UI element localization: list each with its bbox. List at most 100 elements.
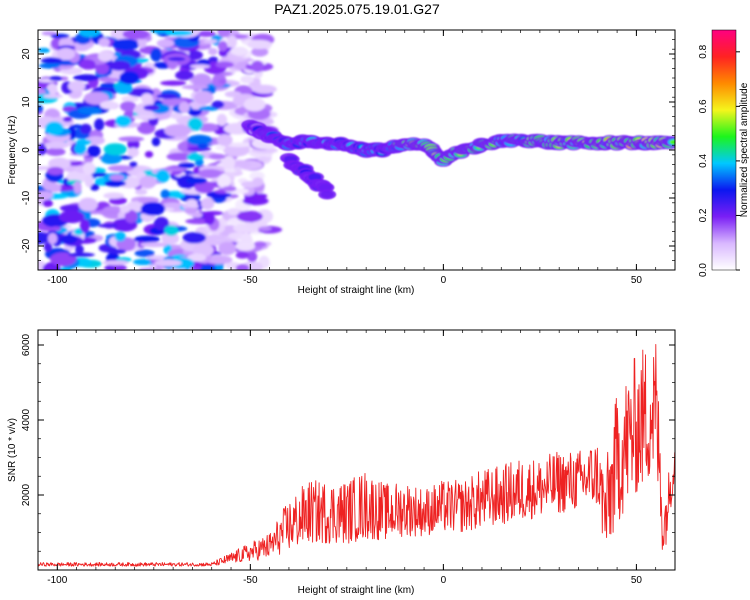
colorbar-tick-label: 0.8 — [698, 44, 709, 58]
noise-blob — [38, 190, 54, 200]
noise-blob — [100, 82, 118, 89]
noise-blob — [134, 249, 155, 257]
spectrogram-ridge-layer — [241, 119, 675, 200]
noise-blob — [194, 90, 214, 105]
noise-blob — [208, 48, 218, 56]
noise-blob — [79, 59, 96, 70]
snr-y-tick-label: 4000 — [21, 408, 32, 431]
noise-blob — [127, 147, 139, 158]
noise-blob — [74, 244, 84, 254]
noise-blob — [222, 155, 236, 170]
noise-blob — [164, 190, 185, 199]
noise-blob — [252, 177, 264, 187]
noise-blob — [103, 143, 128, 156]
noise-blob — [47, 166, 64, 176]
noise-blob — [215, 61, 234, 68]
noise-blob — [149, 30, 171, 34]
noise-blob — [187, 253, 207, 262]
noise-blob — [222, 186, 237, 192]
noise-blob — [227, 35, 238, 48]
noise-blob — [46, 83, 58, 96]
noise-blob — [48, 157, 71, 170]
noise-blob — [133, 258, 155, 266]
noise-blob — [141, 93, 153, 104]
noise-blob — [49, 76, 63, 81]
figure-title: PAZ1.2025.075.19.01.G27 — [274, 1, 440, 17]
noise-blob — [218, 79, 227, 84]
colorbar-ticks: 0.0 0.2 0.4 0.6 0.8 — [698, 44, 740, 277]
noise-blob — [138, 267, 163, 270]
snr-x-tick-label: -50 — [243, 575, 258, 586]
noise-blob — [217, 30, 231, 38]
noise-blob — [59, 204, 85, 212]
noise-blob — [95, 209, 123, 216]
noise-blob — [118, 136, 145, 142]
noise-blob — [170, 112, 183, 120]
noise-blob — [184, 207, 198, 215]
noise-blob — [240, 75, 254, 84]
noise-blob — [112, 38, 140, 51]
noise-blob — [114, 82, 133, 94]
spectrogram-x-tick-label: 50 — [631, 275, 643, 286]
snr-x-tick-label: 0 — [441, 575, 447, 586]
noise-blob — [79, 219, 90, 233]
noise-blob — [236, 210, 263, 223]
noise-blob — [151, 137, 161, 147]
noise-blob — [215, 145, 226, 151]
noise-blob — [62, 116, 73, 122]
noise-blob — [121, 95, 139, 103]
noise-blob — [58, 210, 85, 224]
noise-blob — [186, 134, 213, 146]
snr-frame — [37, 329, 676, 571]
noise-blob — [233, 166, 242, 172]
noise-blob — [147, 255, 169, 260]
noise-blob — [185, 177, 207, 185]
noise-blob — [47, 233, 58, 245]
noise-blob — [167, 56, 186, 62]
noise-blob — [115, 115, 132, 128]
noise-blob — [104, 180, 126, 187]
noise-blob — [44, 141, 69, 149]
noise-blob — [235, 241, 256, 251]
noise-blob — [60, 234, 78, 245]
spectrogram-x-tick-label: 0 — [441, 275, 447, 286]
noise-blob — [97, 223, 118, 228]
snr-x-tick-label: 50 — [631, 575, 643, 586]
noise-blob — [251, 60, 264, 73]
noise-blob — [50, 33, 70, 39]
noise-blob — [258, 226, 272, 231]
noise-blob — [95, 62, 110, 75]
noise-blob — [119, 71, 140, 85]
noise-blob — [107, 165, 135, 172]
noise-blob — [120, 101, 137, 112]
noise-blob — [78, 197, 98, 212]
noise-blob — [106, 249, 127, 254]
ridge-blob — [671, 140, 675, 144]
noise-blob — [196, 30, 216, 37]
noise-blob — [160, 80, 187, 86]
noise-blob — [235, 264, 250, 270]
noise-blob — [56, 47, 76, 60]
noise-blob — [38, 47, 51, 53]
noise-blob — [74, 142, 87, 155]
spectrogram-y-axis: -20 -10 0 10 20 — [21, 29, 675, 271]
noise-blob — [160, 189, 170, 199]
noise-blob — [192, 73, 212, 87]
noise-blob — [38, 105, 44, 113]
colorbar-tick-label: 0.6 — [698, 99, 709, 113]
noise-blob — [144, 151, 154, 158]
noise-blob — [186, 153, 205, 161]
noise-blob — [114, 231, 126, 242]
noise-blob — [135, 189, 148, 196]
noise-blob — [47, 183, 62, 193]
noise-blob — [99, 100, 118, 110]
noise-blob — [126, 201, 145, 213]
spectrogram-plot-area — [38, 30, 675, 270]
noise-blob — [68, 80, 86, 92]
snr-y-tick-label: 6000 — [21, 333, 32, 356]
noise-blob — [194, 181, 215, 194]
noise-blob — [68, 252, 95, 257]
spectrogram-y-tick-label: 10 — [21, 96, 32, 108]
noise-blob — [182, 232, 207, 244]
